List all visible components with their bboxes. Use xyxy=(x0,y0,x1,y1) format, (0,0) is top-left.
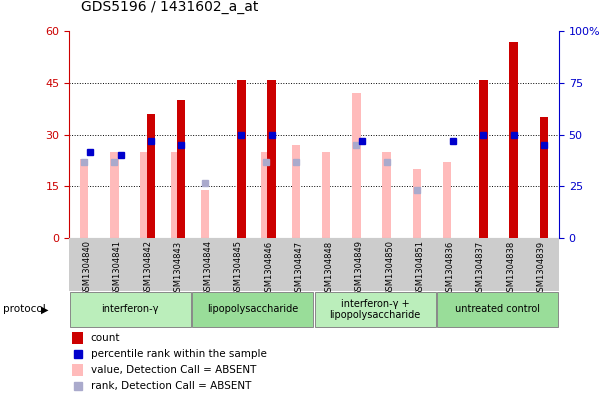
Text: GSM1304847: GSM1304847 xyxy=(294,241,304,297)
Text: GSM1304840: GSM1304840 xyxy=(83,241,92,296)
Bar xyxy=(147,114,155,238)
Text: GSM1304848: GSM1304848 xyxy=(325,241,334,297)
Bar xyxy=(237,79,246,238)
Bar xyxy=(322,152,331,238)
Text: GSM1304844: GSM1304844 xyxy=(204,241,213,296)
Text: protocol: protocol xyxy=(3,305,46,314)
Text: GSM1304839: GSM1304839 xyxy=(536,241,545,297)
Text: GSM1304842: GSM1304842 xyxy=(143,241,152,296)
Text: interferon-γ: interferon-γ xyxy=(102,305,159,314)
Bar xyxy=(171,152,179,238)
Text: GSM1304849: GSM1304849 xyxy=(355,241,364,296)
Bar xyxy=(80,159,88,238)
Bar xyxy=(72,332,83,344)
Text: count: count xyxy=(91,333,120,343)
Text: GSM1304836: GSM1304836 xyxy=(445,241,454,297)
Text: percentile rank within the sample: percentile rank within the sample xyxy=(91,349,267,359)
Bar xyxy=(443,162,451,238)
Text: interferon-γ +
lipopolysaccharide: interferon-γ + lipopolysaccharide xyxy=(329,299,421,320)
Bar xyxy=(413,169,421,238)
Bar xyxy=(382,152,391,238)
Text: GSM1304843: GSM1304843 xyxy=(174,241,183,297)
Bar xyxy=(479,79,487,238)
Text: GSM1304850: GSM1304850 xyxy=(385,241,394,296)
Text: GSM1304851: GSM1304851 xyxy=(415,241,424,296)
Text: ▶: ▶ xyxy=(41,305,48,314)
Bar xyxy=(261,152,270,238)
Text: GSM1304845: GSM1304845 xyxy=(234,241,243,296)
Bar xyxy=(509,42,518,238)
Bar xyxy=(72,364,83,376)
Text: GSM1304841: GSM1304841 xyxy=(113,241,122,296)
Bar xyxy=(201,189,209,238)
Text: GSM1304837: GSM1304837 xyxy=(476,241,485,297)
Text: lipopolysaccharide: lipopolysaccharide xyxy=(207,305,299,314)
Bar xyxy=(141,152,149,238)
Text: rank, Detection Call = ABSENT: rank, Detection Call = ABSENT xyxy=(91,381,251,391)
Text: GSM1304846: GSM1304846 xyxy=(264,241,273,297)
Bar xyxy=(267,79,276,238)
Text: untreated control: untreated control xyxy=(455,305,540,314)
Bar xyxy=(192,292,313,327)
Text: GDS5196 / 1431602_a_at: GDS5196 / 1431602_a_at xyxy=(81,0,258,14)
Bar xyxy=(352,93,361,238)
Bar xyxy=(110,152,119,238)
Bar xyxy=(540,118,548,238)
Text: GSM1304838: GSM1304838 xyxy=(506,241,515,297)
Bar xyxy=(291,145,300,238)
Text: value, Detection Call = ABSENT: value, Detection Call = ABSENT xyxy=(91,365,256,375)
Bar xyxy=(177,100,185,238)
Bar xyxy=(438,292,558,327)
Bar xyxy=(70,292,191,327)
Bar xyxy=(315,292,436,327)
